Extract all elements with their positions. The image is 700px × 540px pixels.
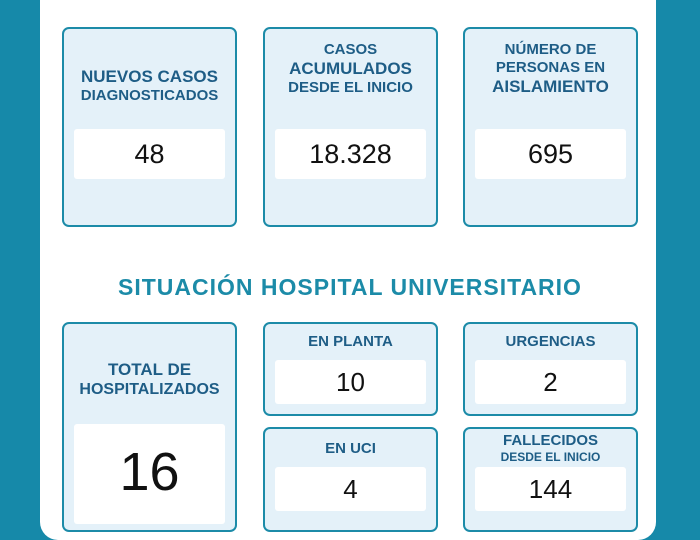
value-casos-acumulados: 18.328 <box>275 129 426 179</box>
heading-line: EN UCI <box>325 440 376 457</box>
card-en-planta: EN PLANTA 10 <box>263 322 438 416</box>
card-heading: NUEVOS CASOS DIAGNOSTICADOS <box>64 67 235 105</box>
card-heading: NÚMERO DE PERSONAS EN AISLAMIENTO <box>465 41 636 97</box>
value-fallecidos: 144 <box>475 467 626 511</box>
heading-line: TOTAL DE <box>107 360 192 379</box>
value-en-uci: 4 <box>275 467 426 511</box>
heading-line: DESDE EL INICIO <box>288 79 413 97</box>
heading-line: HOSPITALIZADOS <box>79 381 220 399</box>
heading-line: EN PLANTA <box>308 333 393 350</box>
card-casos-acumulados: CASOS ACUMULADOS DESDE EL INICIO 18.328 <box>263 27 438 227</box>
heading-line: DIAGNOSTICADOS <box>80 87 219 105</box>
card-nuevos-casos: NUEVOS CASOS DIAGNOSTICADOS 48 <box>62 27 237 227</box>
card-heading: FALLECIDOS DESDE EL INICIO <box>465 432 636 464</box>
value-en-planta: 10 <box>275 360 426 404</box>
section-title: SITUACIÓN HOSPITAL UNIVERSITARIO <box>118 274 582 300</box>
card-total-hospitalizados: TOTAL DE HOSPITALIZADOS 16 <box>62 322 237 532</box>
card-heading: TOTAL DE HOSPITALIZADOS <box>64 360 235 400</box>
heading-line: URGENCIAS <box>505 333 596 350</box>
value-total-hospitalizados: 16 <box>74 424 225 524</box>
card-en-uci: EN UCI 4 <box>263 427 438 532</box>
card-heading: CASOS ACUMULADOS DESDE EL INICIO <box>265 41 436 97</box>
card-aislamiento: NÚMERO DE PERSONAS EN AISLAMIENTO 695 <box>463 27 638 227</box>
heading-line: NÚMERO DE <box>504 41 597 58</box>
card-heading: URGENCIAS <box>465 333 636 351</box>
card-urgencias: URGENCIAS 2 <box>463 322 638 416</box>
card-heading: EN PLANTA <box>265 333 436 351</box>
card-fallecidos: FALLECIDOS DESDE EL INICIO 144 <box>463 427 638 532</box>
heading-line: ACUMULADOS <box>289 59 412 78</box>
heading-line: PERSONAS EN <box>495 59 606 76</box>
heading-line: FALLECIDOS <box>502 432 598 449</box>
value-nuevos-casos: 48 <box>74 129 225 179</box>
heading-line: DESDE EL INICIO <box>500 450 601 464</box>
value-urgencias: 2 <box>475 360 626 404</box>
card-heading: EN UCI <box>265 440 436 458</box>
heading-line: AISLAMIENTO <box>492 77 609 96</box>
heading-line: NUEVOS CASOS <box>81 67 218 86</box>
heading-line: CASOS <box>323 41 378 58</box>
value-aislamiento: 695 <box>475 129 626 179</box>
